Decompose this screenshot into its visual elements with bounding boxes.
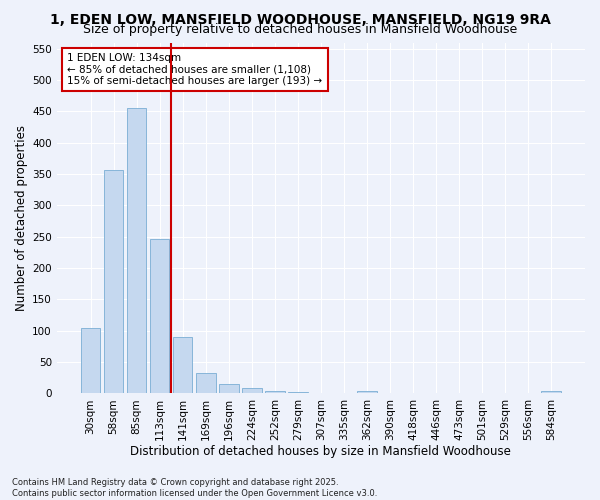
Bar (81, 328, 100, 394)
Text: Contains HM Land Registry data © Crown copyright and database right 2025.
Contai: Contains HM Land Registry data © Crown c… (12, 478, 377, 498)
Text: 1, EDEN LOW, MANSFIELD WOODHOUSE, MANSFIELD, NG19 9RA: 1, EDEN LOW, MANSFIELD WOODHOUSE, MANSFI… (50, 12, 550, 26)
Bar (541, 391, 561, 394)
Bar (150, 239, 169, 394)
Bar (288, 392, 308, 394)
Bar (219, 384, 239, 394)
Bar (357, 391, 377, 394)
Bar (265, 392, 284, 394)
Y-axis label: Number of detached properties: Number of detached properties (15, 125, 28, 311)
Bar (127, 108, 146, 394)
Bar (242, 388, 262, 394)
Bar (196, 372, 215, 394)
Text: Size of property relative to detached houses in Mansfield Woodhouse: Size of property relative to detached ho… (83, 22, 517, 36)
Bar (173, 337, 193, 394)
X-axis label: Distribution of detached houses by size in Mansfield Woodhouse: Distribution of detached houses by size … (130, 444, 511, 458)
Text: 1 EDEN LOW: 134sqm
← 85% of detached houses are smaller (1,108)
15% of semi-deta: 1 EDEN LOW: 134sqm ← 85% of detached hou… (67, 53, 322, 86)
Bar (104, 170, 124, 394)
